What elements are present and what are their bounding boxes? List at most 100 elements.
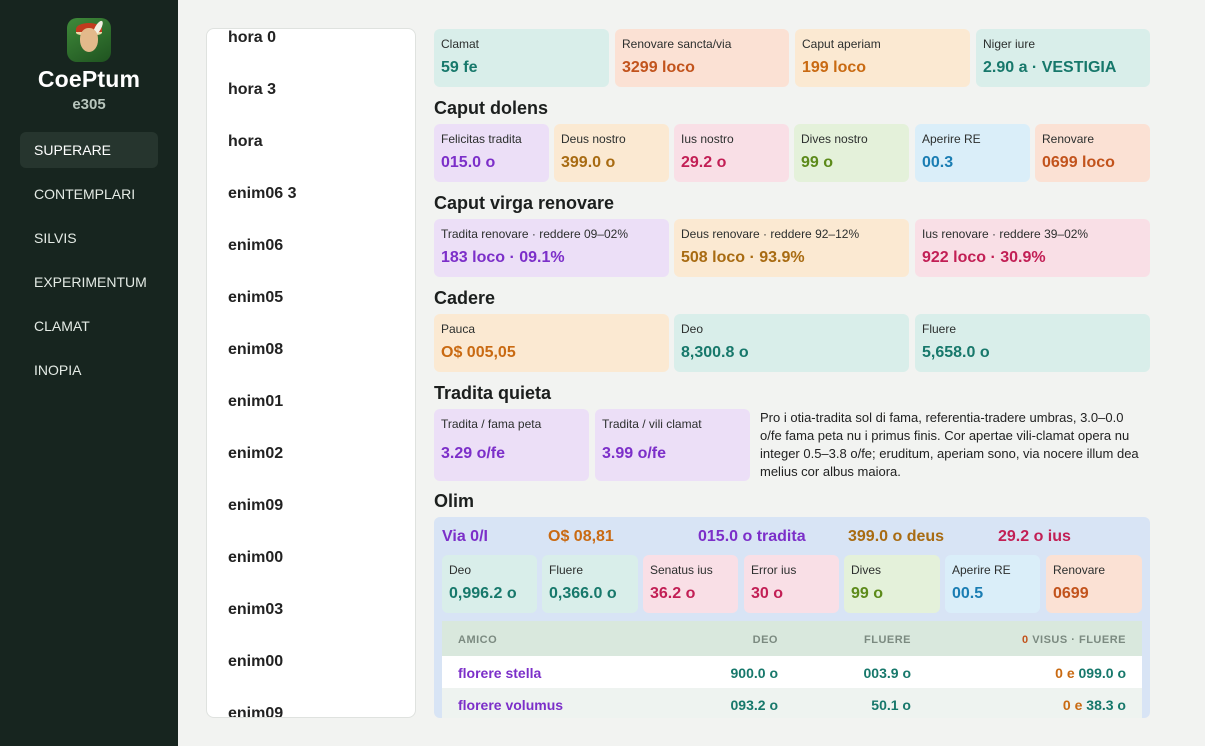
- column-header-visus[interactable]: 0 VISUS · FLUERE: [922, 634, 1126, 646]
- nav-item-experimentum[interactable]: EXPERIMENTUM: [34, 274, 147, 290]
- stat-value: 5,658.0 o: [922, 344, 990, 361]
- stat-card-renovare: Renovare 0699 loco: [1035, 124, 1150, 182]
- cell-deo: 093.2 o: [730, 697, 778, 713]
- nav-item-silvis[interactable]: SILVIS: [34, 230, 77, 246]
- stat-value: 183 loco · 09.1%: [441, 249, 565, 266]
- list-item[interactable]: enim09: [228, 497, 284, 514]
- nav-item-contemplari[interactable]: CONTEMPLARI: [34, 186, 136, 202]
- stat-label: Deus nostro: [561, 132, 626, 146]
- stat-value: 3.99 o/fe: [602, 445, 667, 462]
- stat-label: Ius renovare · reddere 39–02%: [922, 227, 1089, 241]
- cell-visus: 0 e 38.3 o: [1062, 697, 1126, 713]
- stat-value: 00.3: [922, 154, 954, 171]
- stat-card-deus-renovare: Deus renovare · reddere 92–12% 508 loco …: [674, 219, 909, 277]
- list-item[interactable]: enim03: [228, 601, 284, 618]
- column-header-deo[interactable]: DEO: [752, 634, 778, 646]
- item-list[interactable]: hora 0 hora 3 hora enim06 3 enim06 enim0…: [206, 28, 416, 718]
- list-item[interactable]: enim02: [228, 445, 284, 462]
- olim-tradita: 015.0 o tradita: [698, 528, 806, 545]
- stat-label: Tradita renovare · reddere 09–02%: [441, 227, 628, 241]
- stat-label: Clamat: [441, 37, 480, 51]
- stat-label: Fluere: [922, 322, 957, 336]
- list-item[interactable]: enim09: [228, 705, 284, 718]
- stat-card-deus-nostro: Deus nostro 399.0 o: [554, 124, 669, 182]
- list-item[interactable]: enim08: [228, 341, 284, 358]
- stat-card-tradita-fama: Tradita / fama peta 3.29 o/fe: [434, 409, 589, 481]
- stat-value: 30 o: [751, 585, 784, 602]
- cell-fluere: 50.1 o: [871, 697, 911, 713]
- stat-label: Deo: [449, 563, 472, 577]
- stat-value: 99 o: [851, 585, 884, 602]
- table-row[interactable]: florere stella 900.0 o 003.9 o 0 e 099.0…: [442, 656, 1142, 688]
- stat-card-renovare-sancta: Renovare sancta/via 3299 loco: [615, 29, 789, 87]
- stat-value: 0,366.0 o: [549, 585, 617, 602]
- table-header: AMICO DEO FLUERE 0 VISUS · FLUERE: [442, 621, 1142, 656]
- stat-value: 00.5: [952, 585, 984, 602]
- stat-value: 8,300.8 o: [681, 344, 749, 361]
- olim-panel: Via 0/I O$ 08,81 015.0 o tradita 399.0 o…: [434, 517, 1150, 718]
- stat-label: Deo: [681, 322, 704, 336]
- list-item[interactable]: enim05: [228, 289, 284, 306]
- column-header-fluere[interactable]: FLUERE: [864, 634, 911, 646]
- list-item[interactable]: hora 0: [228, 29, 277, 46]
- cell-amico[interactable]: florere volumus: [458, 697, 564, 713]
- table-row[interactable]: florere volumus 093.2 o 50.1 o 0 e 38.3 …: [442, 688, 1142, 718]
- cell-amico[interactable]: florere stella: [458, 665, 542, 681]
- sidebar-nav: SUPERARE CONTEMPLARI SILVIS EXPERIMENTUM…: [20, 132, 158, 396]
- stat-card-dives-nostro: Dives nostro 99 o: [794, 124, 909, 182]
- list-item[interactable]: enim06 3: [228, 185, 297, 202]
- visus-label: VISUS · FLUERE: [1032, 634, 1126, 646]
- list-item[interactable]: enim06: [228, 237, 284, 254]
- stat-card-felicitas: Felicitas tradita 015.0 o: [434, 124, 549, 182]
- stat-card-ius-nostro: Ius nostro 29.2 o: [674, 124, 789, 182]
- stat-value: 0699 loco: [1042, 154, 1115, 171]
- nav-item-inopia[interactable]: INOPIA: [34, 362, 82, 378]
- stat-value: O$ 005,05: [441, 344, 516, 361]
- tradita-note: Pro i otia-tradita sol di fama, referent…: [760, 410, 1139, 479]
- list-item[interactable]: hora: [228, 133, 263, 150]
- cell-fluere: 003.9 o: [863, 665, 911, 681]
- stat-label: Renovare: [1042, 132, 1095, 146]
- olim-card-senatus-ius: Senatus ius 36.2 o: [643, 555, 738, 613]
- stat-value: 99 o: [801, 154, 834, 171]
- stat-label: Error ius: [751, 563, 797, 577]
- stat-card-aperire-re: Aperire RE 00.3: [915, 124, 1030, 182]
- stat-label: Renovare: [1053, 563, 1106, 577]
- stat-value: 0,996.2 o: [449, 585, 517, 602]
- app-name: CoePtum: [37, 66, 141, 92]
- olim-card-dives: Dives 99 o: [844, 555, 940, 613]
- main-content: Clamat 59 fe Renovare sancta/via 3299 lo…: [434, 0, 1150, 746]
- stat-label: Dives nostro: [801, 132, 868, 146]
- stat-label: Renovare sancta/via: [622, 37, 732, 51]
- stat-label: Niger iure: [983, 37, 1036, 51]
- olim-card-deo: Deo 0,996.2 o: [442, 555, 537, 613]
- stat-value: 2.90 a · VESTIGIA: [983, 59, 1117, 76]
- list-item[interactable]: enim01: [228, 393, 284, 410]
- stat-value: 0699: [1053, 585, 1089, 602]
- stat-label: Aperire RE: [952, 563, 1011, 577]
- nav-item-clamat[interactable]: CLAMAT: [34, 318, 90, 334]
- nav-item-superare[interactable]: SUPERARE: [20, 132, 158, 168]
- stat-card-pauca: Pauca O$ 005,05: [434, 314, 669, 372]
- stat-value: 3299 loco: [622, 59, 695, 76]
- olim-card-renovare: Renovare 0699: [1046, 555, 1142, 613]
- olim-table: AMICO DEO FLUERE 0 VISUS · FLUERE florer…: [442, 621, 1142, 718]
- app-logo-icon[interactable]: [67, 18, 111, 62]
- stat-label: Tradita / fama peta: [441, 417, 542, 431]
- list-item[interactable]: enim00: [228, 653, 284, 670]
- column-header-amico[interactable]: AMICO: [458, 634, 498, 646]
- section-title-olim: Olim: [434, 491, 475, 511]
- stat-value: 399.0 o: [561, 154, 616, 171]
- list-item[interactable]: hora 3: [228, 81, 277, 98]
- olim-via[interactable]: Via 0/I: [442, 528, 488, 545]
- stat-value: 29.2 o: [681, 154, 727, 171]
- stat-card-clamat: Clamat 59 fe: [434, 29, 609, 87]
- cell-visus: 0 e 099.0 o: [1055, 665, 1126, 681]
- list-item[interactable]: enim00: [228, 549, 284, 566]
- stat-value: 36.2 o: [650, 585, 696, 602]
- stat-value: 508 loco · 93.9%: [681, 249, 805, 266]
- stat-card-tradita-vili: Tradita / vili clamat 3.99 o/fe: [595, 409, 750, 481]
- stat-value: 59 fe: [441, 59, 478, 76]
- stat-label: Tradita / vili clamat: [602, 417, 702, 431]
- olim-deus: 399.0 o deus: [848, 528, 945, 545]
